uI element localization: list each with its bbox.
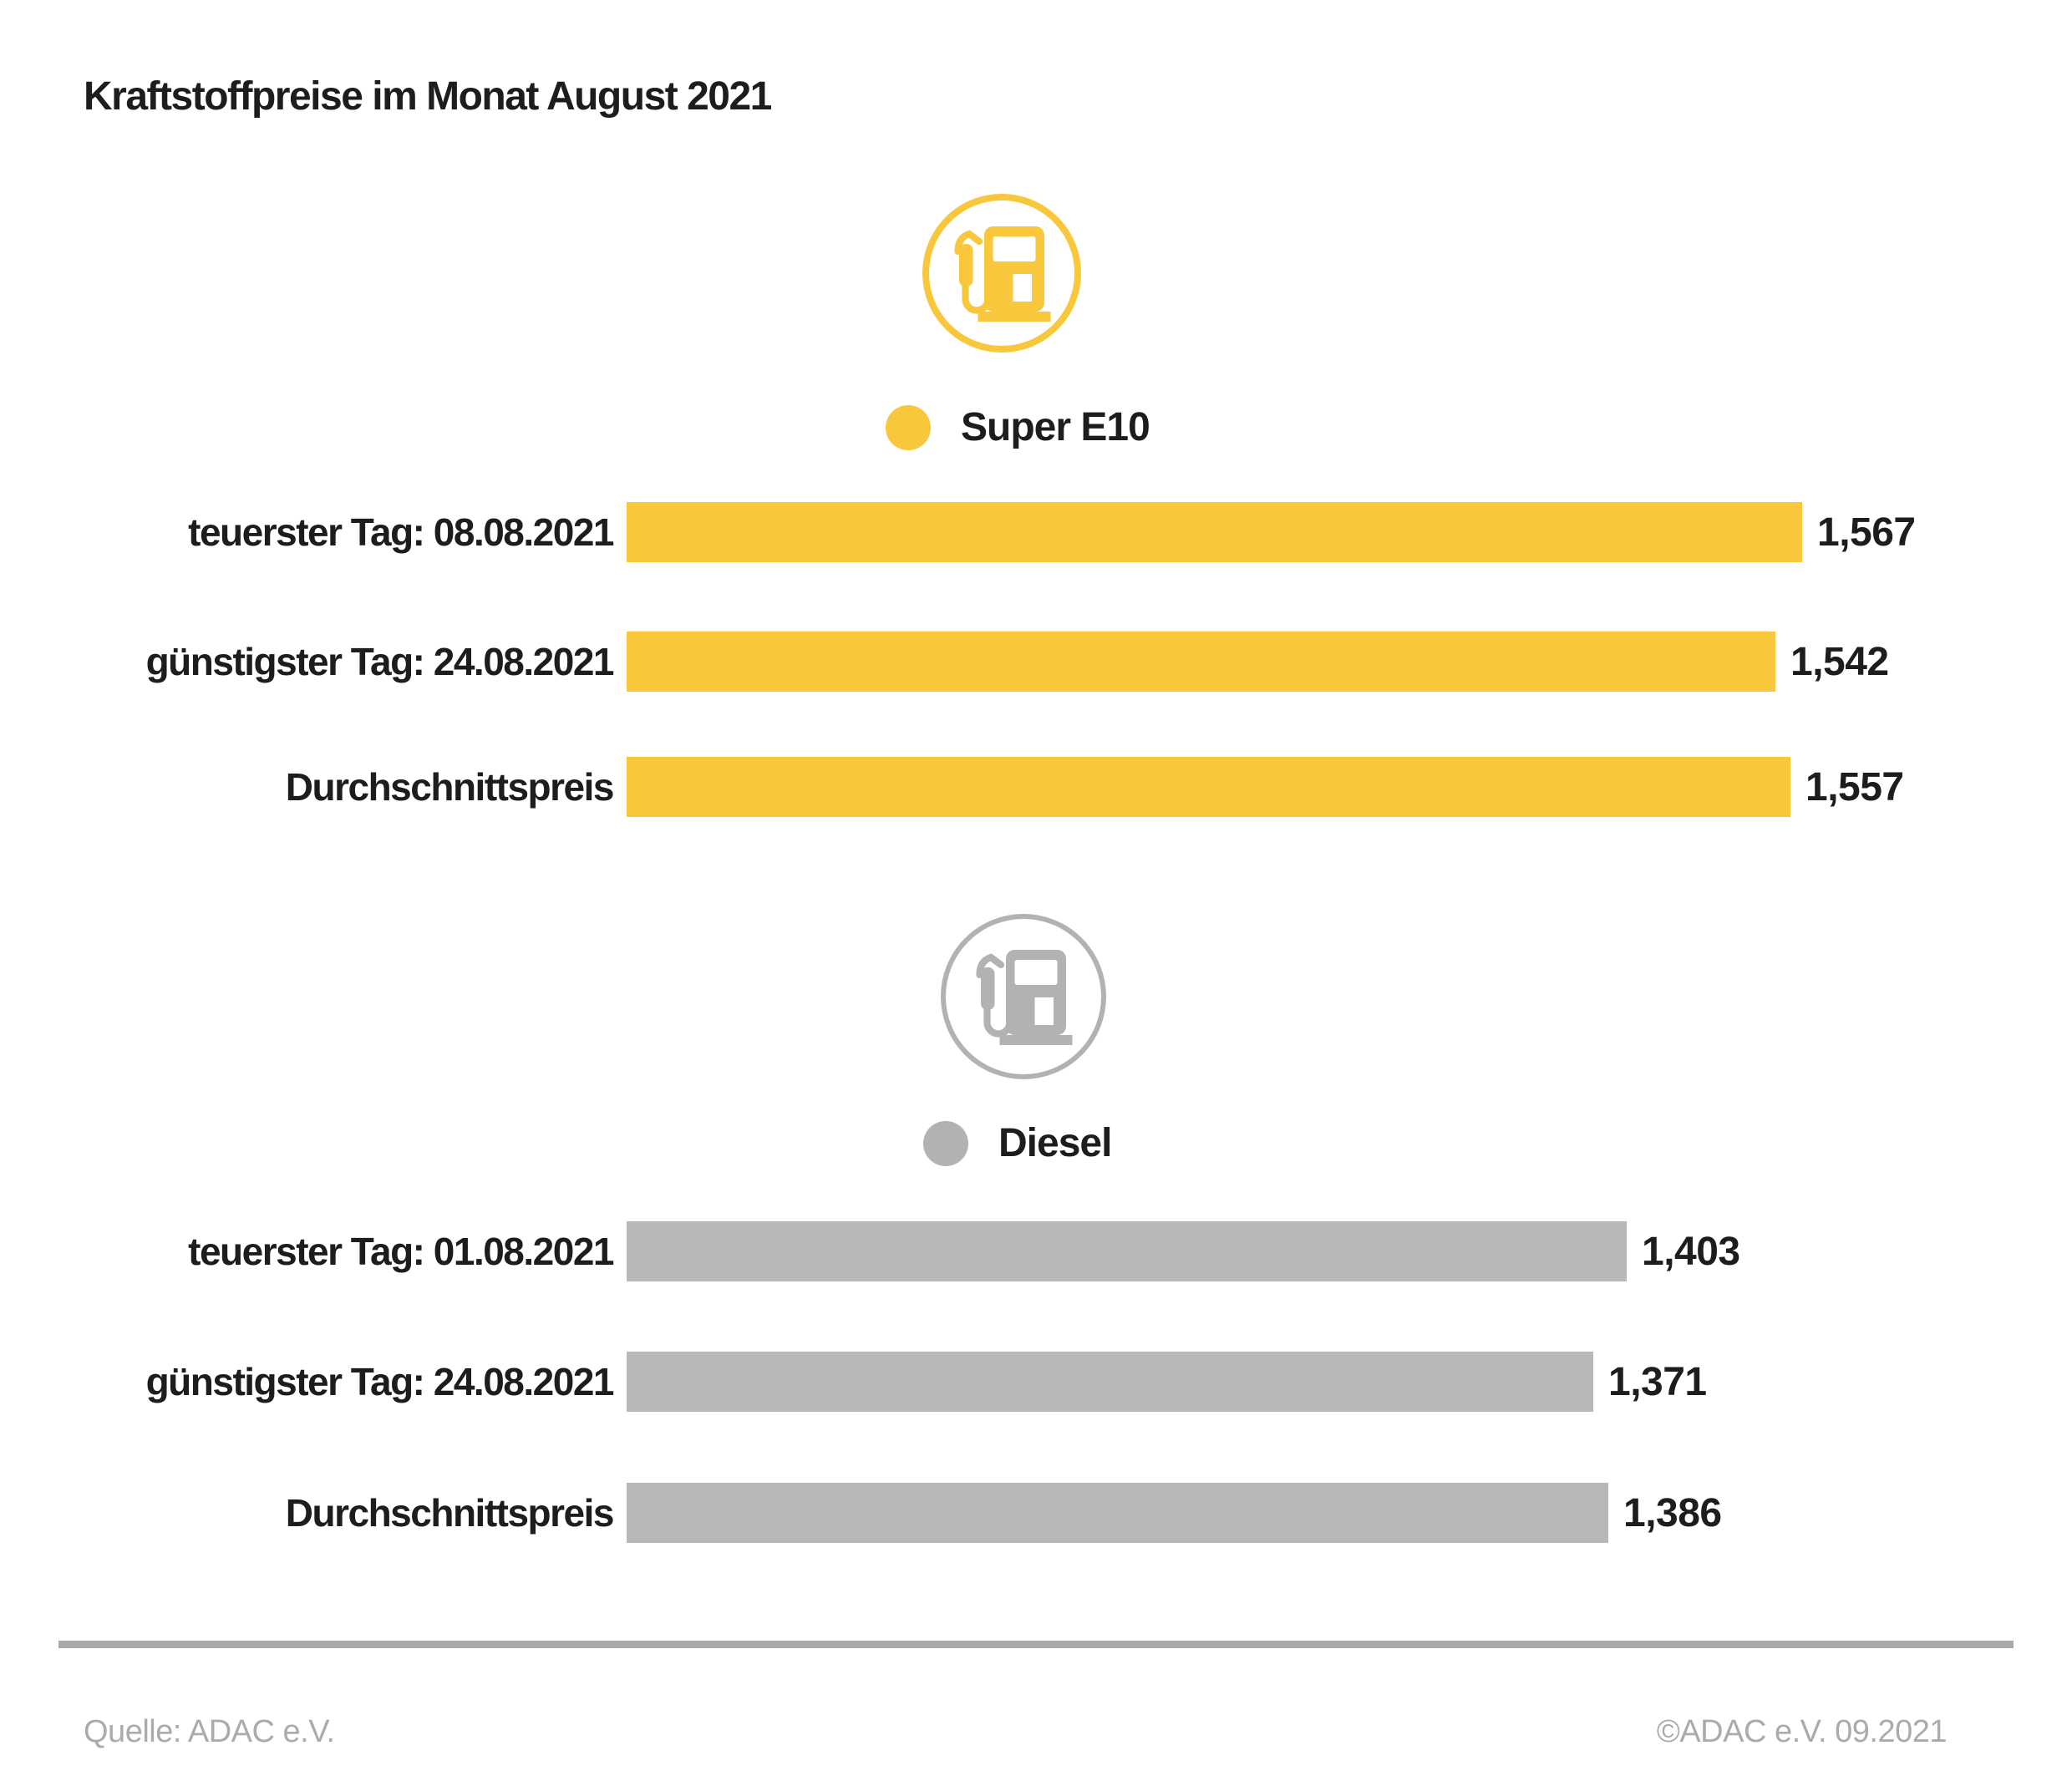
diesel-bar-row: günstigster Tag: 24.08.2021 1,371 (0, 1352, 2072, 1412)
diesel-legend-dot-icon (923, 1120, 968, 1166)
bar (627, 1352, 1593, 1412)
super-legend: Super E10 (886, 404, 1150, 450)
super-legend-label: Super E10 (961, 405, 1150, 449)
bar (627, 1221, 1627, 1281)
fuel-pump-icon (939, 209, 1064, 338)
bar-label: teuerster Tag: 08.08.2021 (188, 510, 614, 554)
bar (627, 502, 1802, 562)
page-title: Kraftstoffpreise im Monat August 2021 (84, 74, 772, 119)
bar-value: 1,386 (1623, 1490, 1722, 1535)
super-bar-row: teuerster Tag: 08.08.2021 1,567 (0, 502, 2072, 562)
bar-label: Durchschnittspreis (285, 765, 615, 809)
super-bar-row: günstigster Tag: 24.08.2021 1,542 (0, 632, 2072, 692)
bar (627, 1483, 1608, 1543)
bar-label: Durchschnittspreis (285, 1491, 615, 1535)
bar-value: 1,371 (1608, 1359, 1707, 1404)
super-pump-badge (922, 194, 1081, 353)
diesel-legend: Diesel (923, 1120, 1112, 1166)
super-legend-dot-icon (886, 404, 931, 450)
bar-value: 1,567 (1817, 510, 1916, 555)
footer-divider (58, 1641, 2014, 1648)
bar-value: 1,403 (1642, 1229, 1740, 1274)
bar-label: teuerster Tag: 01.08.2021 (188, 1230, 614, 1273)
bar (627, 632, 1775, 692)
bar-label: günstigster Tag: 24.08.2021 (145, 640, 615, 683)
bar-value: 1,542 (1790, 639, 1889, 684)
bar (627, 757, 1790, 817)
bar-value: 1,557 (1805, 764, 1904, 809)
diesel-pump-badge (941, 914, 1106, 1079)
footer-source: Quelle: ADAC e.V. (84, 1714, 335, 1749)
diesel-bar-row: teuerster Tag: 01.08.2021 1,403 (0, 1221, 2072, 1281)
diesel-bar-row: Durchschnittspreis 1,386 (0, 1483, 2072, 1543)
diesel-legend-label: Diesel (998, 1121, 1112, 1165)
fuel-pump-icon (961, 932, 1086, 1062)
super-bar-row: Durchschnittspreis 1,557 (0, 757, 2072, 817)
footer-copyright: ©ADAC e.V. 09.2021 (1656, 1714, 1948, 1749)
bar-label: günstigster Tag: 24.08.2021 (145, 1360, 615, 1403)
